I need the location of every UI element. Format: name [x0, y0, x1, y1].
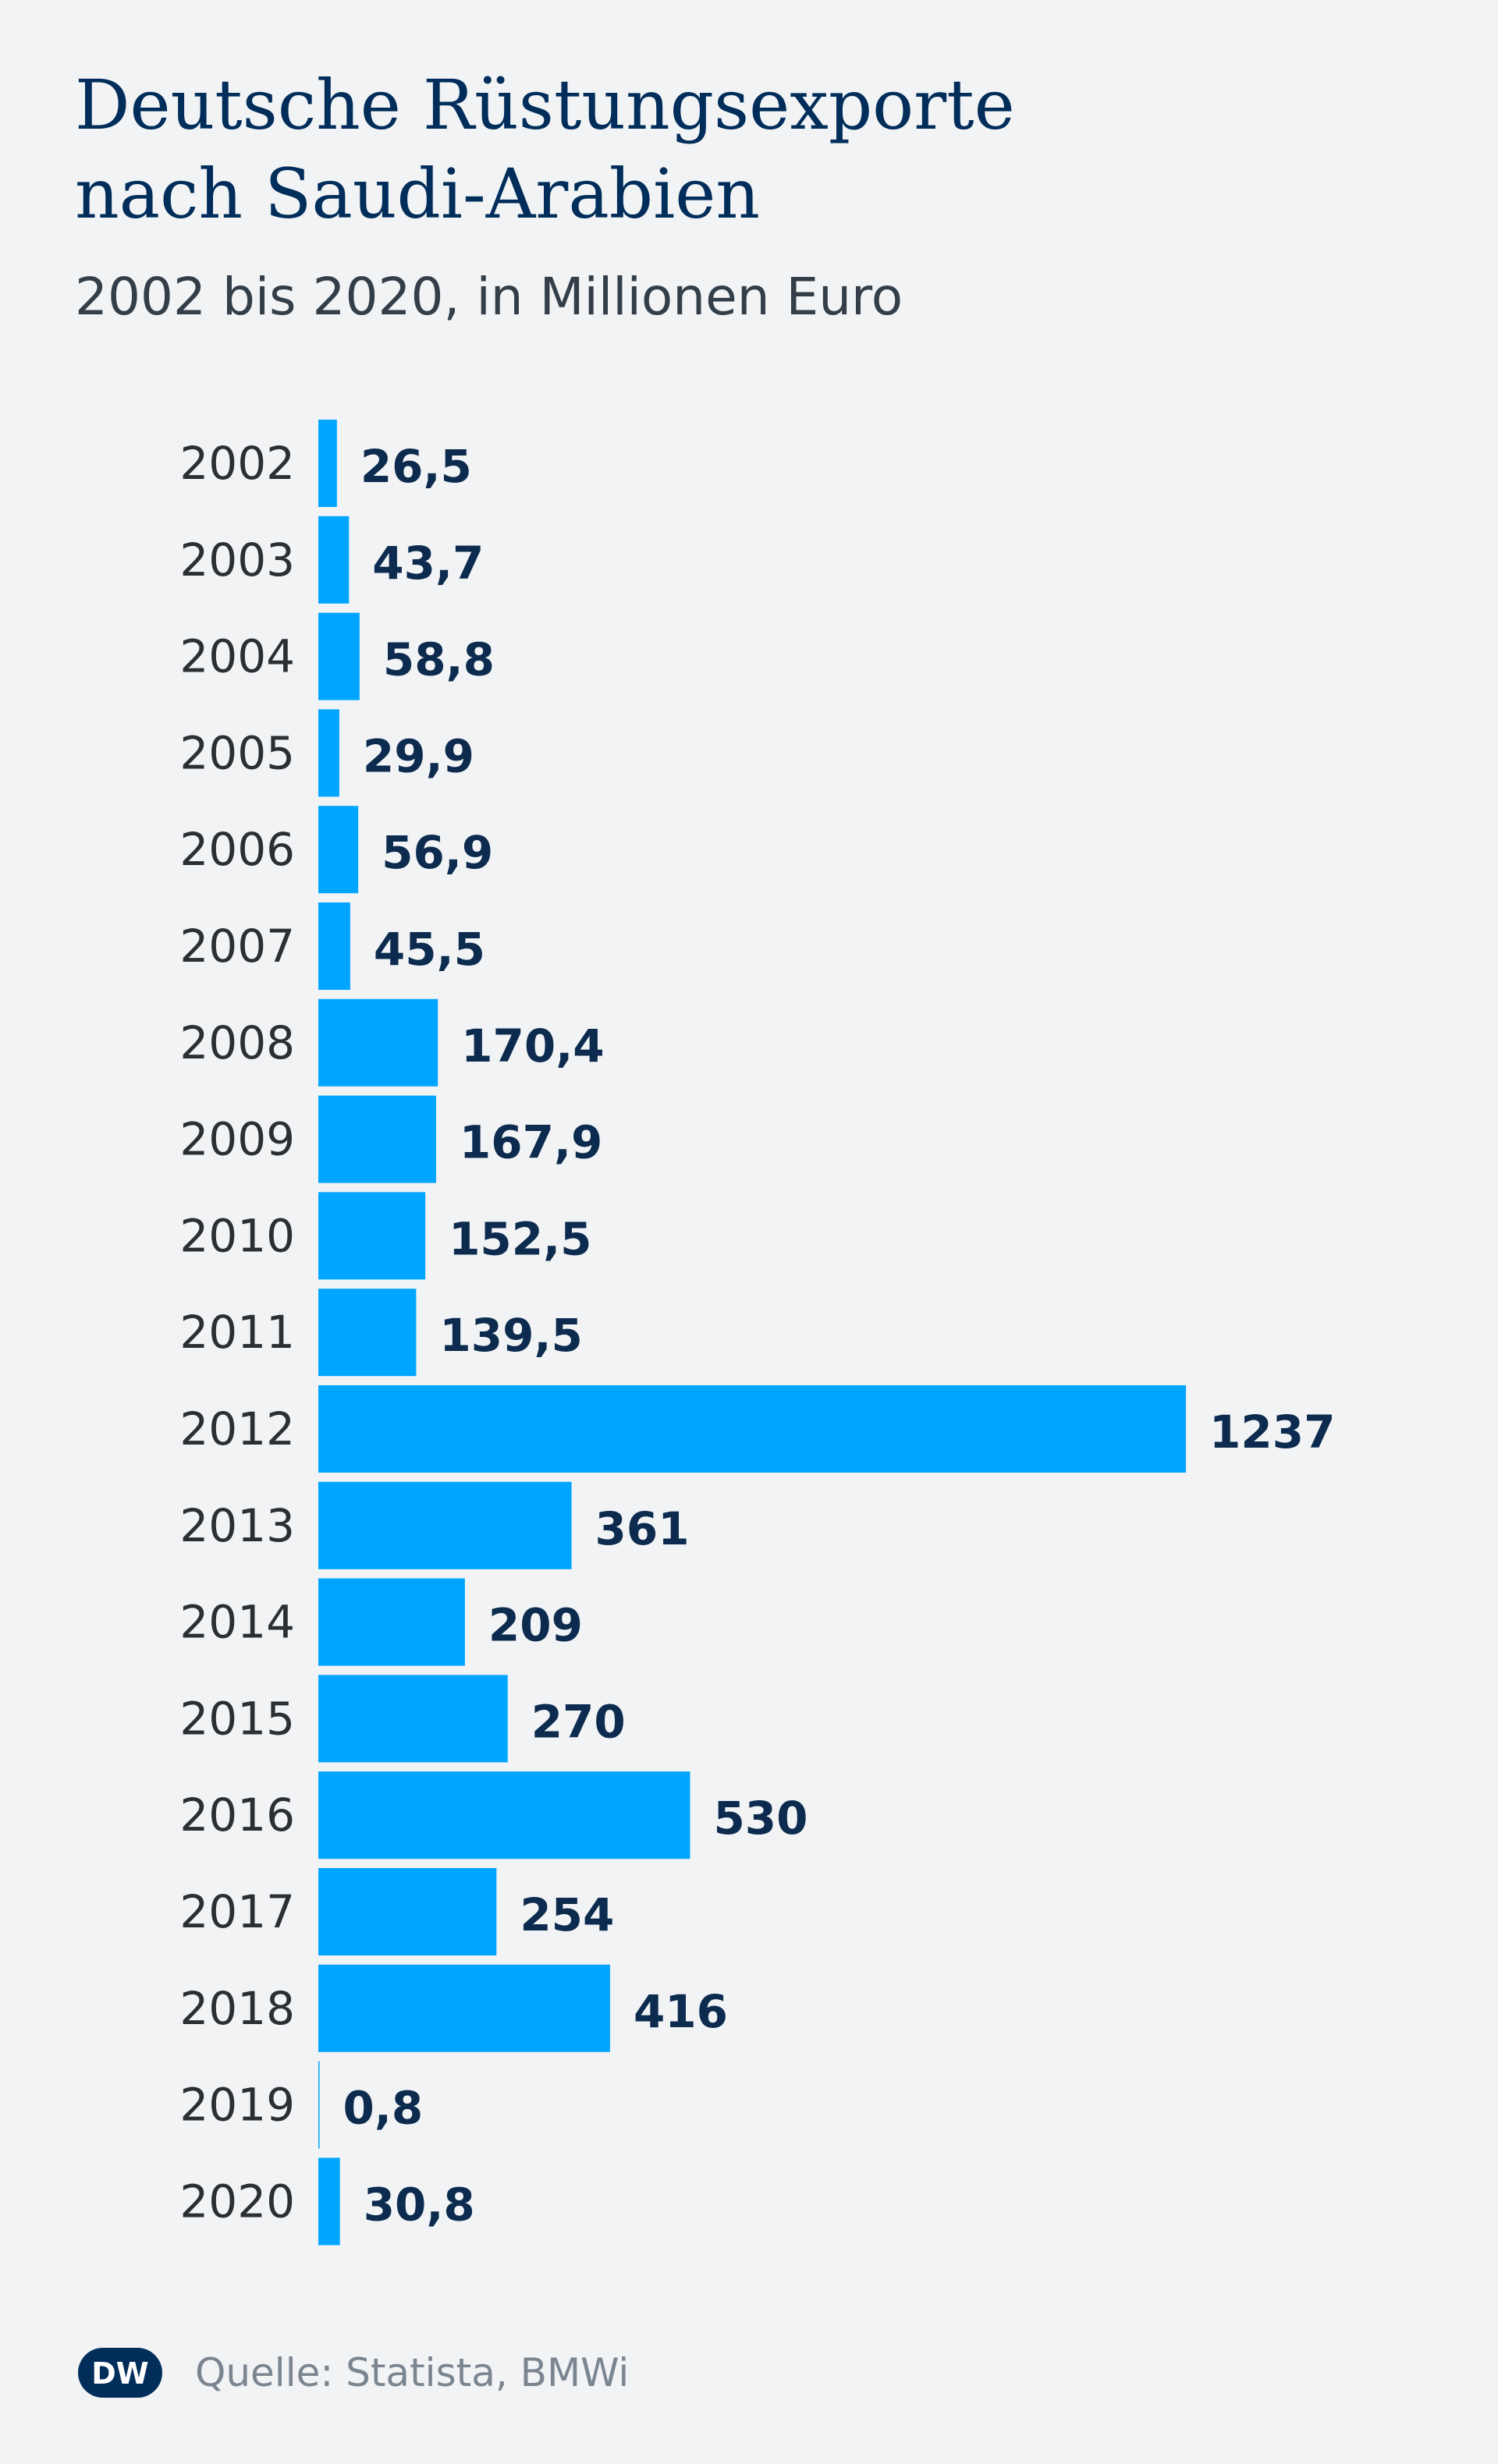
year-label: 2012 [179, 1402, 295, 1455]
bar [318, 2061, 320, 2149]
year-label: 2005 [179, 726, 295, 779]
year-label: 2007 [179, 920, 295, 973]
value-label: 361 [595, 1502, 690, 1555]
year-label: 2003 [179, 534, 295, 587]
chart-subtitle: 2002 bis 2020, in Millionen Euro [75, 267, 903, 327]
value-label: 30,8 [364, 2178, 475, 2231]
value-label: 29,9 [363, 729, 474, 782]
value-label: 0,8 [343, 2082, 424, 2135]
year-label: 2013 [179, 1499, 295, 1552]
year-label: 2008 [179, 1016, 295, 1069]
value-label: 26,5 [360, 440, 472, 493]
value-label: 209 [488, 1599, 583, 1652]
bar [318, 1868, 497, 1955]
bar [318, 516, 350, 604]
chart-title-line1: Deutsche Rüstungsexporte [75, 65, 1015, 145]
bar [318, 902, 350, 990]
year-label: 2020 [179, 2175, 295, 2228]
year-label: 2017 [179, 1885, 295, 1938]
bar [318, 1578, 465, 1666]
bar [318, 1675, 508, 1763]
bar [318, 1385, 1186, 1473]
value-label: 45,5 [374, 923, 485, 976]
bar [318, 420, 337, 507]
year-label: 2004 [179, 630, 295, 683]
year-label: 2019 [179, 2079, 295, 2132]
bar-chart: 2002 26,5 2003 43,7 2004 58,8 2005 29,9 2006 56,9… [179, 420, 1335, 2246]
chart-title-line2: nach Saudi-Arabien [75, 154, 761, 234]
bar [318, 2157, 340, 2246]
bar [318, 806, 359, 894]
value-label: 167,9 [460, 1116, 602, 1169]
dw-logo-text: DW [91, 2356, 148, 2391]
year-label: 2002 [179, 437, 295, 490]
bar [318, 1095, 436, 1183]
bar [318, 709, 339, 797]
chart-title: Deutsche Rüstungsexporte nach Saudi-Arab… [75, 61, 1245, 239]
year-label: 2011 [179, 1306, 295, 1359]
bar [318, 1481, 572, 1569]
year-label: 2009 [179, 1113, 295, 1166]
value-label: 416 [634, 1985, 728, 2038]
value-label: 254 [520, 1888, 614, 1941]
bar [318, 1964, 610, 2052]
year-label: 2015 [179, 1692, 295, 1745]
bar [318, 1192, 426, 1280]
year-label: 2010 [179, 1209, 295, 1262]
source-note: Quelle: Statista, BMWi [195, 2350, 630, 2395]
year-label: 2014 [179, 1596, 295, 1649]
bar [318, 1771, 690, 1860]
dw-logo: DW [78, 2348, 162, 2398]
bar [318, 998, 438, 1087]
value-label: 58,8 [383, 633, 495, 686]
value-label: 170,4 [461, 1019, 604, 1072]
value-label: 139,5 [439, 1309, 582, 1362]
value-label: 270 [531, 1695, 626, 1748]
year-label: 2018 [179, 1982, 295, 2035]
year-label: 2006 [179, 823, 295, 876]
footer: DW Quelle: Statista, BMWi [78, 2348, 629, 2398]
value-label: 56,9 [382, 826, 493, 879]
value-label: 1237 [1209, 1406, 1335, 1459]
value-label: 530 [713, 1792, 808, 1845]
bar [318, 1289, 417, 1377]
year-label: 2016 [179, 1789, 295, 1842]
value-label: 43,7 [372, 537, 484, 590]
bar [318, 612, 360, 700]
value-label: 152,5 [449, 1212, 591, 1265]
dw-logo-mark: DW [91, 2356, 148, 2391]
